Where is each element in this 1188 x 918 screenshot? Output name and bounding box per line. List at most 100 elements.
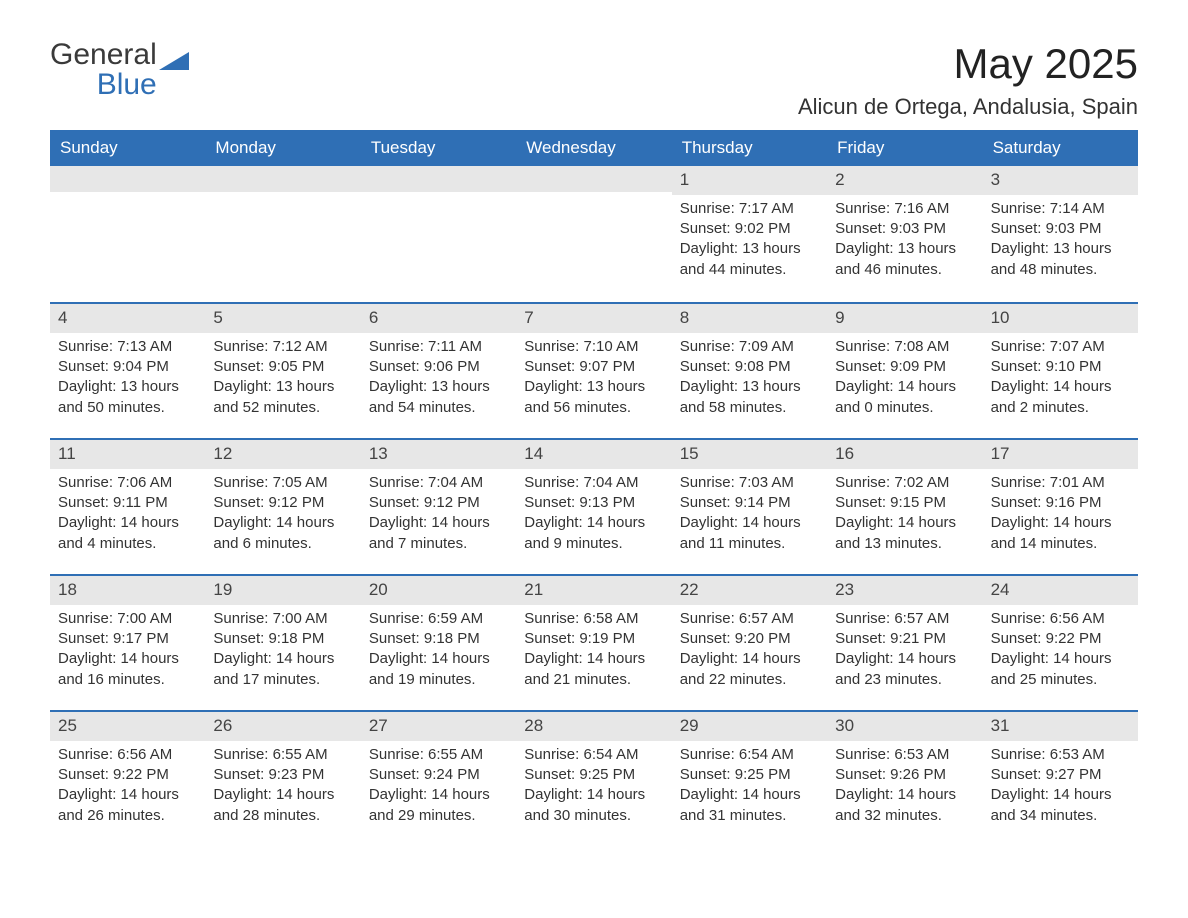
- day-details: Sunrise: 7:07 AMSunset: 9:10 PMDaylight:…: [983, 333, 1138, 428]
- day-details: Sunrise: 6:56 AMSunset: 9:22 PMDaylight:…: [983, 605, 1138, 700]
- day-number: [205, 166, 360, 192]
- calendar-cell: 7Sunrise: 7:10 AMSunset: 9:07 PMDaylight…: [516, 304, 671, 438]
- sunrise: Sunrise: 7:02 AM: [835, 473, 974, 493]
- day-details: Sunrise: 7:17 AMSunset: 9:02 PMDaylight:…: [672, 195, 827, 290]
- day-details: Sunrise: 6:55 AMSunset: 9:24 PMDaylight:…: [361, 741, 516, 836]
- calendar-cell: 23Sunrise: 6:57 AMSunset: 9:21 PMDayligh…: [827, 576, 982, 710]
- calendar-cell: 10Sunrise: 7:07 AMSunset: 9:10 PMDayligh…: [983, 304, 1138, 438]
- week-row: 11Sunrise: 7:06 AMSunset: 9:11 PMDayligh…: [50, 438, 1138, 574]
- title-block: May 2025 Alicun de Ortega, Andalusia, Sp…: [798, 40, 1138, 120]
- week-row: 18Sunrise: 7:00 AMSunset: 9:17 PMDayligh…: [50, 574, 1138, 710]
- sunset: Sunset: 9:19 PM: [524, 629, 663, 649]
- sunset: Sunset: 9:24 PM: [369, 765, 508, 785]
- daylight: Daylight: 14 hours and 17 minutes.: [213, 649, 352, 690]
- sunrise: Sunrise: 6:56 AM: [991, 609, 1130, 629]
- sunrise: Sunrise: 6:57 AM: [835, 609, 974, 629]
- day-details: Sunrise: 7:02 AMSunset: 9:15 PMDaylight:…: [827, 469, 982, 564]
- sunrise: Sunrise: 7:16 AM: [835, 199, 974, 219]
- sunset: Sunset: 9:13 PM: [524, 493, 663, 513]
- calendar-cell: [205, 166, 360, 302]
- sunset: Sunset: 9:05 PM: [213, 357, 352, 377]
- daylight: Daylight: 14 hours and 7 minutes.: [369, 513, 508, 554]
- calendar-cell: 29Sunrise: 6:54 AMSunset: 9:25 PMDayligh…: [672, 712, 827, 846]
- sunrise: Sunrise: 6:54 AM: [680, 745, 819, 765]
- logo-text: General Blue: [50, 40, 157, 100]
- daylight: Daylight: 14 hours and 4 minutes.: [58, 513, 197, 554]
- day-details: Sunrise: 7:04 AMSunset: 9:12 PMDaylight:…: [361, 469, 516, 564]
- day-details: Sunrise: 7:11 AMSunset: 9:06 PMDaylight:…: [361, 333, 516, 428]
- day-details: Sunrise: 6:53 AMSunset: 9:27 PMDaylight:…: [983, 741, 1138, 836]
- week-row: 25Sunrise: 6:56 AMSunset: 9:22 PMDayligh…: [50, 710, 1138, 846]
- month-title: May 2025: [798, 40, 1138, 88]
- sunrise: Sunrise: 7:13 AM: [58, 337, 197, 357]
- day-number: 10: [983, 304, 1138, 333]
- daylight: Daylight: 13 hours and 58 minutes.: [680, 377, 819, 418]
- sunrise: Sunrise: 6:53 AM: [835, 745, 974, 765]
- calendar-cell: 13Sunrise: 7:04 AMSunset: 9:12 PMDayligh…: [361, 440, 516, 574]
- sunrise: Sunrise: 7:04 AM: [524, 473, 663, 493]
- sunrise: Sunrise: 7:06 AM: [58, 473, 197, 493]
- week-row: 1Sunrise: 7:17 AMSunset: 9:02 PMDaylight…: [50, 166, 1138, 302]
- day-details: Sunrise: 6:53 AMSunset: 9:26 PMDaylight:…: [827, 741, 982, 836]
- day-number: 8: [672, 304, 827, 333]
- daylight: Daylight: 13 hours and 52 minutes.: [213, 377, 352, 418]
- sunset: Sunset: 9:03 PM: [991, 219, 1130, 239]
- sunset: Sunset: 9:27 PM: [991, 765, 1130, 785]
- daylight: Daylight: 14 hours and 11 minutes.: [680, 513, 819, 554]
- day-details: Sunrise: 6:54 AMSunset: 9:25 PMDaylight:…: [672, 741, 827, 836]
- sunset: Sunset: 9:03 PM: [835, 219, 974, 239]
- dayname: Saturday: [983, 130, 1138, 166]
- day-number: 3: [983, 166, 1138, 195]
- day-number: [361, 166, 516, 192]
- sunset: Sunset: 9:23 PM: [213, 765, 352, 785]
- day-number: 7: [516, 304, 671, 333]
- sunrise: Sunrise: 6:57 AM: [680, 609, 819, 629]
- day-number: [50, 166, 205, 192]
- day-number: 12: [205, 440, 360, 469]
- day-number: 21: [516, 576, 671, 605]
- calendar-cell: [361, 166, 516, 302]
- daylight: Daylight: 14 hours and 21 minutes.: [524, 649, 663, 690]
- day-details: Sunrise: 7:00 AMSunset: 9:17 PMDaylight:…: [50, 605, 205, 700]
- sunset: Sunset: 9:14 PM: [680, 493, 819, 513]
- weeks-container: 1Sunrise: 7:17 AMSunset: 9:02 PMDaylight…: [50, 166, 1138, 846]
- daylight: Daylight: 14 hours and 34 minutes.: [991, 785, 1130, 826]
- day-details: Sunrise: 6:57 AMSunset: 9:21 PMDaylight:…: [827, 605, 982, 700]
- dayname: Friday: [827, 130, 982, 166]
- daylight: Daylight: 14 hours and 31 minutes.: [680, 785, 819, 826]
- sunset: Sunset: 9:22 PM: [58, 765, 197, 785]
- sunset: Sunset: 9:08 PM: [680, 357, 819, 377]
- calendar-cell: [50, 166, 205, 302]
- calendar-cell: 20Sunrise: 6:59 AMSunset: 9:18 PMDayligh…: [361, 576, 516, 710]
- day-details: Sunrise: 6:56 AMSunset: 9:22 PMDaylight:…: [50, 741, 205, 836]
- day-details: Sunrise: 7:06 AMSunset: 9:11 PMDaylight:…: [50, 469, 205, 564]
- sunrise: Sunrise: 7:07 AM: [991, 337, 1130, 357]
- daylight: Daylight: 14 hours and 30 minutes.: [524, 785, 663, 826]
- sunset: Sunset: 9:12 PM: [213, 493, 352, 513]
- day-details: Sunrise: 7:14 AMSunset: 9:03 PMDaylight:…: [983, 195, 1138, 290]
- sunrise: Sunrise: 7:00 AM: [58, 609, 197, 629]
- calendar-cell: 25Sunrise: 6:56 AMSunset: 9:22 PMDayligh…: [50, 712, 205, 846]
- day-details: Sunrise: 6:58 AMSunset: 9:19 PMDaylight:…: [516, 605, 671, 700]
- daylight: Daylight: 14 hours and 25 minutes.: [991, 649, 1130, 690]
- calendar-cell: 1Sunrise: 7:17 AMSunset: 9:02 PMDaylight…: [672, 166, 827, 302]
- sunrise: Sunrise: 6:56 AM: [58, 745, 197, 765]
- day-number: 30: [827, 712, 982, 741]
- daylight: Daylight: 14 hours and 6 minutes.: [213, 513, 352, 554]
- day-number: 6: [361, 304, 516, 333]
- sunset: Sunset: 9:25 PM: [680, 765, 819, 785]
- sunset: Sunset: 9:22 PM: [991, 629, 1130, 649]
- sunrise: Sunrise: 7:11 AM: [369, 337, 508, 357]
- daylight: Daylight: 13 hours and 48 minutes.: [991, 239, 1130, 280]
- calendar-cell: 19Sunrise: 7:00 AMSunset: 9:18 PMDayligh…: [205, 576, 360, 710]
- dayname: Tuesday: [361, 130, 516, 166]
- day-details: Sunrise: 7:00 AMSunset: 9:18 PMDaylight:…: [205, 605, 360, 700]
- day-details: Sunrise: 7:03 AMSunset: 9:14 PMDaylight:…: [672, 469, 827, 564]
- sunrise: Sunrise: 6:54 AM: [524, 745, 663, 765]
- day-number: 23: [827, 576, 982, 605]
- day-number: 25: [50, 712, 205, 741]
- calendar-cell: 3Sunrise: 7:14 AMSunset: 9:03 PMDaylight…: [983, 166, 1138, 302]
- logo-word2: Blue: [50, 70, 157, 100]
- day-number: 9: [827, 304, 982, 333]
- sunset: Sunset: 9:25 PM: [524, 765, 663, 785]
